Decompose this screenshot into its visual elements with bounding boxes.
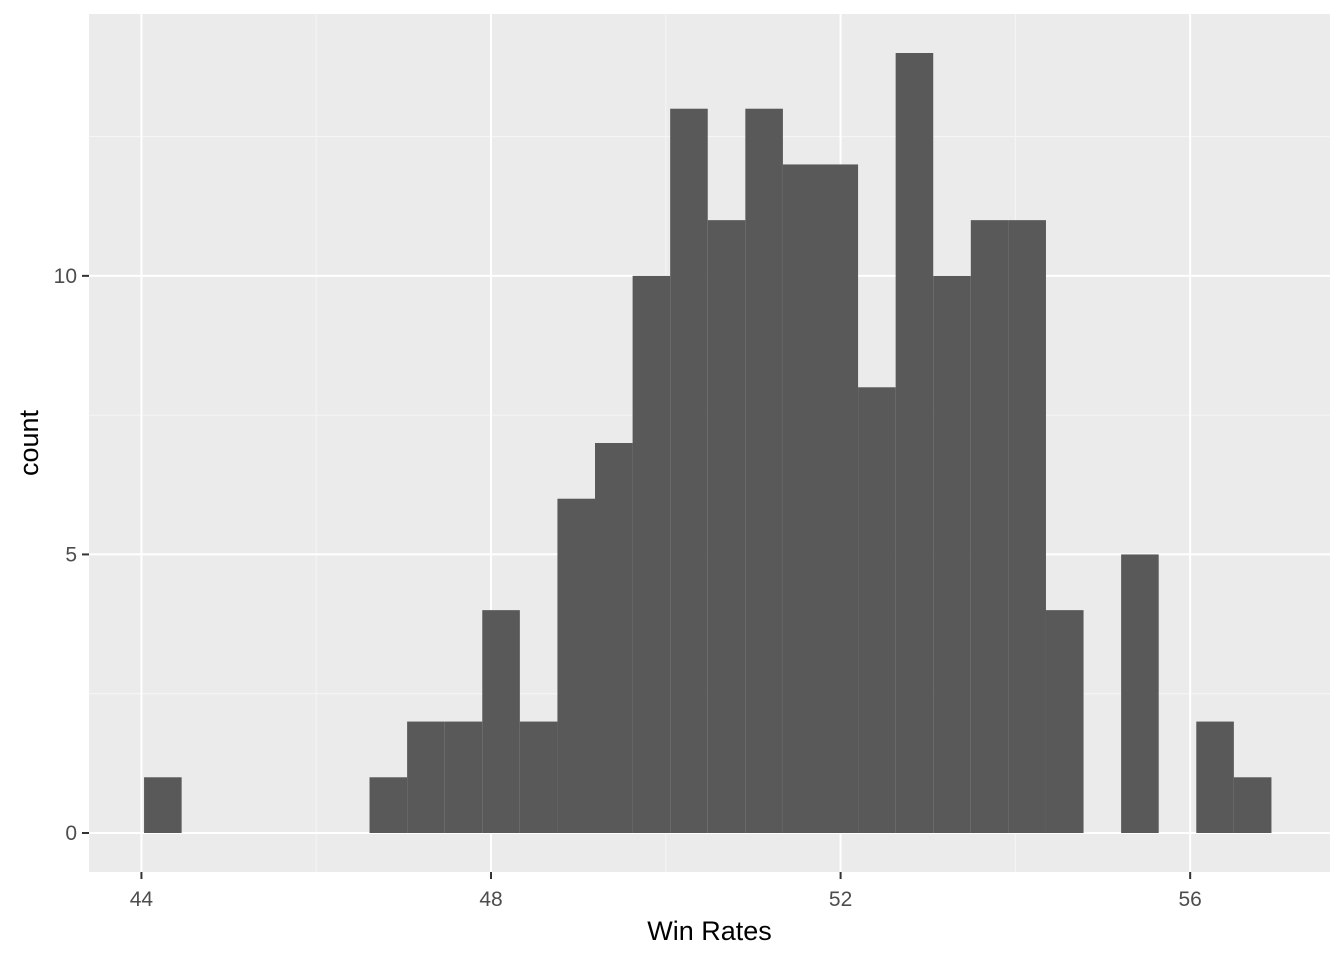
histogram-bars [144, 53, 1272, 834]
histogram-bar [369, 777, 408, 833]
y-tick-label: 0 [65, 822, 77, 845]
y-tick-label: 5 [65, 543, 77, 566]
x-axis-title: Win Rates [647, 916, 772, 946]
x-tick-label: 44 [130, 888, 154, 911]
histogram-bar [519, 721, 558, 833]
histogram-bar [632, 275, 671, 833]
histogram-bar [820, 164, 859, 833]
histogram-bar [933, 275, 971, 833]
histogram-bar [1121, 554, 1159, 833]
y-axis-ticks: 0 5 10 [54, 265, 89, 845]
histogram-bar [745, 108, 783, 833]
histogram-bar [670, 108, 708, 833]
x-axis-ticks: 44 48 52 56 [130, 872, 1202, 911]
histogram-bar [707, 220, 746, 834]
x-tick-label: 52 [829, 888, 852, 911]
histogram-bar [144, 777, 182, 833]
histogram-bar [1196, 721, 1234, 833]
x-tick-label: 56 [1178, 888, 1201, 911]
y-tick-label: 10 [54, 265, 77, 288]
histogram-bar [444, 721, 483, 833]
histogram-bar [595, 443, 633, 833]
histogram-bar [858, 387, 896, 833]
y-axis-title: count [14, 409, 44, 476]
histogram-bar [970, 220, 1009, 834]
histogram-bar [482, 610, 520, 833]
x-tick-label: 48 [479, 888, 502, 911]
histogram-bar [407, 721, 445, 833]
histogram-bar [557, 498, 596, 833]
histogram-bar [1233, 777, 1272, 833]
histogram-bar [895, 53, 934, 833]
histogram-bar [1045, 610, 1084, 833]
histogram-bar [782, 164, 821, 833]
histogram-bar [1008, 220, 1046, 834]
